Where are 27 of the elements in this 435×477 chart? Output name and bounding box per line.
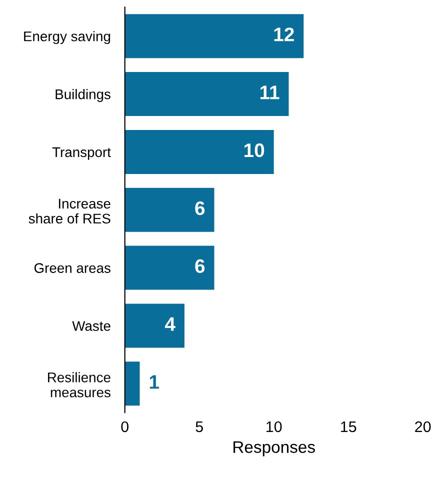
data-label: 11 xyxy=(260,86,280,100)
bar xyxy=(124,188,214,232)
x-axis-title: Responses xyxy=(234,441,315,456)
y-tick-label: Waste xyxy=(72,321,110,331)
bar xyxy=(124,14,304,58)
x-tick-label: 0 xyxy=(121,421,128,432)
x-tick-label: 5 xyxy=(196,422,203,432)
y-tick-label: Energy saving xyxy=(24,31,110,44)
data-label: 10 xyxy=(244,143,264,158)
bar xyxy=(124,246,214,290)
data-label: 4 xyxy=(164,317,176,331)
data-label: 12 xyxy=(274,28,294,42)
bar xyxy=(124,130,274,174)
y-tick-label: Buildings xyxy=(56,89,110,102)
y-tick-label: Resilience measures xyxy=(48,372,110,398)
y-tick-label: Green areas xyxy=(34,263,110,273)
data-label: 1 xyxy=(150,375,159,389)
data-label: 6 xyxy=(195,201,205,216)
y-tick-label: Increase share of RES xyxy=(28,198,110,224)
bar xyxy=(124,362,140,406)
y-tick-label: Transport xyxy=(52,147,111,160)
bar xyxy=(124,72,289,116)
x-tick-label: 10 xyxy=(266,421,282,432)
data-label: 6 xyxy=(195,259,205,274)
bar xyxy=(124,304,184,348)
x-tick-label: 15 xyxy=(340,422,356,432)
x-tick-label: 20 xyxy=(415,421,431,432)
